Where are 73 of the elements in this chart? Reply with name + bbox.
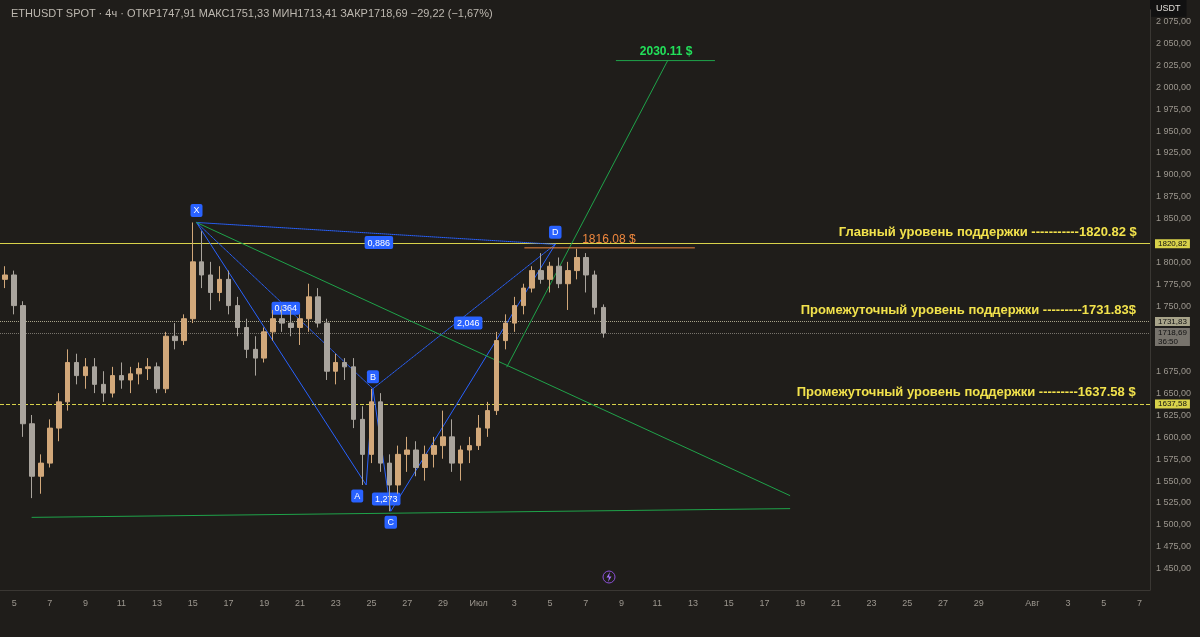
x-tick-label: 9 (83, 597, 89, 608)
annotation: 2030.11 $ (639, 44, 693, 59)
x-tick-label: 15 (723, 597, 734, 608)
annotation: Главный уровень поддержки -----------1820.82 $ (838, 224, 1138, 240)
x-tick-label: 25 (366, 597, 377, 608)
y-tick-label: 1 875,00 (1156, 191, 1192, 202)
x-tick-label: 3 (511, 597, 517, 608)
y-tick-label: 1 550,00 (1156, 475, 1192, 486)
annotation: A (354, 490, 361, 501)
x-tick-label: 19 (259, 597, 270, 608)
x-tick-label: 13 (152, 597, 163, 608)
x-tick-label: 17 (759, 597, 770, 608)
x-tick-label: 11 (652, 597, 662, 608)
x-tick-label: 5 (547, 597, 553, 608)
annotation: C (387, 517, 395, 528)
x-tick-label: 11 (116, 597, 126, 608)
x-tick-label: 3 (1065, 597, 1071, 608)
y-tick-label: 1 625,00 (1156, 409, 1192, 420)
y-tick-label: 1 500,00 (1156, 519, 1192, 530)
y-tick-label: 2 000,00 (1156, 81, 1192, 92)
annotation: B (369, 371, 376, 382)
y-tick-label: 1 750,00 (1156, 300, 1192, 311)
x-tick-label: Авг (1025, 597, 1041, 608)
y-tick-label: 1 600,00 (1156, 431, 1192, 442)
y-tick-label: 2 050,00 (1156, 38, 1192, 49)
x-tick-label: 15 (187, 597, 198, 608)
y-tick-label: 1 950,00 (1156, 125, 1192, 136)
x-tick-label: 29 (437, 597, 448, 608)
y-tick-label: 2 075,00 (1156, 16, 1192, 27)
annotation: Промежуточный уровень поддержки ---------1731.83$ (800, 302, 1137, 317)
x-tick-label: 9 (619, 597, 625, 608)
y-tick-label: 1 650,00 (1156, 388, 1192, 399)
x-tick-label: 7 (47, 597, 53, 608)
y-tick-label: 1 675,00 (1156, 366, 1192, 377)
chart-title: ETHUSDT SPOT · 4ч · ОТКР1747,91 МАКС1751,33 МИН1713,41 ЗАКР1718,69 −29,22 (−1,67%) (11, 6, 493, 19)
ref-line-label: 1731,83 (1158, 317, 1188, 326)
y-tick-label: 1 900,00 (1156, 169, 1192, 180)
annotation: X (193, 205, 200, 216)
x-tick-label: 19 (795, 597, 806, 608)
ref-line-label: 1820,82 (1158, 239, 1188, 249)
x-tick-label: 13 (687, 597, 698, 608)
y-tick-label: 1 925,00 (1156, 147, 1192, 158)
y-axis-title: USDT (1156, 3, 1181, 14)
x-tick-label: 29 (973, 597, 984, 608)
x-tick-label: 17 (223, 597, 234, 608)
x-tick-label: 7 (583, 597, 589, 608)
x-tick-label: 21 (294, 597, 305, 608)
x-tick-label: 25 (902, 597, 913, 608)
x-tick-label: 27 (402, 597, 413, 608)
y-tick-label: 1 475,00 (1156, 541, 1192, 552)
annotation: D (552, 227, 560, 238)
y-tick-label: 1 525,00 (1156, 497, 1192, 508)
x-tick-label: 5 (11, 597, 17, 608)
x-tick-label: 23 (330, 597, 341, 608)
y-tick-label: 1 800,00 (1156, 256, 1192, 267)
x-tick-label: 7 (1137, 597, 1143, 608)
ref-line-label: 1637,58 (1158, 399, 1188, 409)
y-tick-label: 1 450,00 (1156, 563, 1192, 574)
y-tick-label: 1 975,00 (1156, 103, 1192, 114)
y-tick-label: 1 850,00 (1156, 213, 1192, 224)
x-tick-label: 21 (830, 597, 841, 608)
ref-line-label: 1718,69 36:50 (1158, 328, 1188, 346)
annotation: Промежуточный уровень поддержки ---------1637.58 $ (796, 384, 1137, 400)
annotation: 2,046 (456, 318, 480, 329)
x-tick-label: Июл (469, 597, 488, 608)
annotation: 0,886 (367, 237, 391, 248)
y-tick-label: 1 575,00 (1156, 453, 1192, 464)
y-tick-label: 2 025,00 (1156, 59, 1192, 70)
x-tick-label: 23 (866, 597, 877, 608)
y-tick-label: 1 775,00 (1156, 278, 1192, 289)
x-tick-label: 27 (938, 597, 949, 608)
x-tick-label: 5 (1101, 597, 1107, 608)
annotation: 1816.08 $ (582, 231, 636, 246)
